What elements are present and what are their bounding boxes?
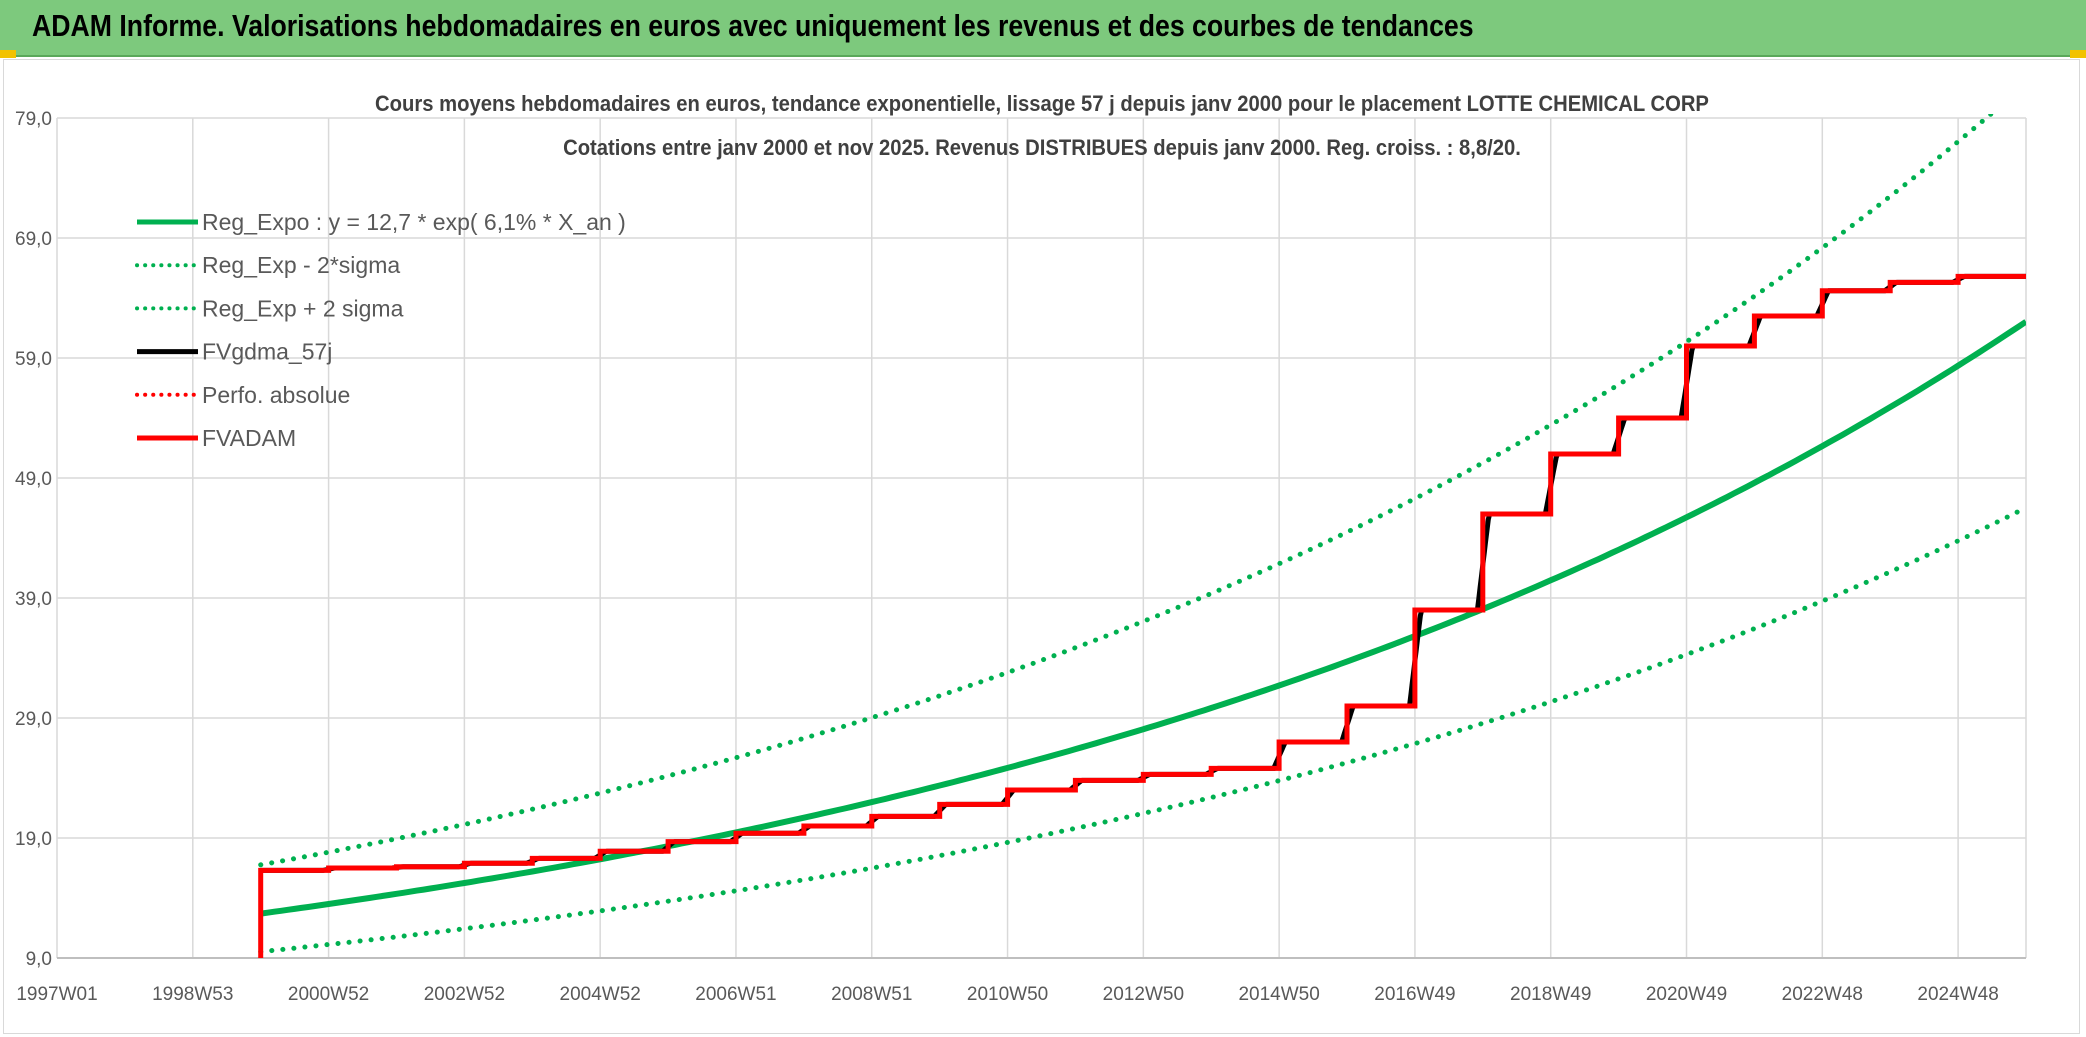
y-axis: 9,0 19,0 29,0 39,0 49,0 59,0 69,0 79,0	[15, 109, 52, 970]
legend-label: Perfo. absolue	[202, 382, 350, 408]
x-tick-label: 2016W49	[1374, 984, 1455, 1005]
x-tick-label: 2000W52	[288, 984, 369, 1005]
x-tick-label: 2020W49	[1646, 984, 1727, 1005]
x-tick-label: 2018W49	[1510, 984, 1591, 1005]
x-tick-label: 1998W53	[152, 984, 233, 1005]
y-tick-label: 59,0	[15, 349, 52, 370]
x-tick-label: 2004W52	[560, 984, 641, 1005]
x-tick-label: 2012W50	[1103, 984, 1184, 1005]
corner-mark-left	[0, 50, 16, 58]
y-tick-label: 79,0	[15, 109, 52, 130]
grid-lines	[56, 117, 2027, 959]
x-tick-label: 2014W50	[1238, 984, 1319, 1005]
legend-label: Reg_Expo : y = 12,7 * exp( 6,1% * X_an )	[202, 209, 626, 235]
y-tick-label: 9,0	[26, 949, 52, 970]
x-axis: 1997W01 1998W53 2000W52 2002W52 2004W52 2006W…	[16, 957, 2026, 1005]
y-tick-label: 69,0	[15, 229, 52, 250]
x-tick-label: 2008W51	[831, 984, 912, 1005]
y-tick-label: 19,0	[15, 829, 52, 850]
y-tick-label: 29,0	[15, 709, 52, 730]
chart-frame	[3, 59, 2080, 1034]
series-fvadam	[258, 273, 2026, 958]
legend-label: Reg_Exp - 2*sigma	[202, 252, 400, 278]
x-tick-label: 2006W51	[695, 984, 776, 1005]
chart-subtitle: Cotations entre janv 2000 et nov 2025. R…	[563, 136, 1521, 160]
legend: Reg_Expo : y = 12,7 * exp( 6,1% * X_an )…	[135, 209, 626, 451]
legend-label: FVADAM	[202, 425, 296, 451]
legend-label: Reg_Exp + 2 sigma	[202, 295, 404, 321]
report-banner: ADAM Informe. Valorisations hebdomadaire…	[0, 0, 2086, 57]
plot-area	[258, 114, 2026, 958]
report-title: ADAM Informe. Valorisations hebdomadaire…	[32, 8, 1474, 43]
series-reg-exp-plus-2sigma	[258, 114, 1995, 868]
y-tick-label: 49,0	[15, 469, 52, 490]
x-tick-label: 2022W48	[1782, 984, 1863, 1005]
chart-title: Cours moyens hebdomadaires en euros, ten…	[375, 92, 1709, 116]
x-tick-label: 2024W48	[1917, 984, 1998, 1005]
x-tick-label: 2002W52	[424, 984, 505, 1005]
series-reg-expo	[260, 319, 2026, 917]
series-reg-exp-minus-2sigma	[258, 505, 2026, 955]
y-tick-label: 39,0	[15, 589, 52, 610]
corner-mark-right	[2070, 50, 2086, 58]
legend-label: FVgdma_57j	[202, 339, 332, 365]
x-tick-label: 2010W50	[967, 984, 1048, 1005]
x-tick-label: 1997W01	[16, 984, 97, 1005]
